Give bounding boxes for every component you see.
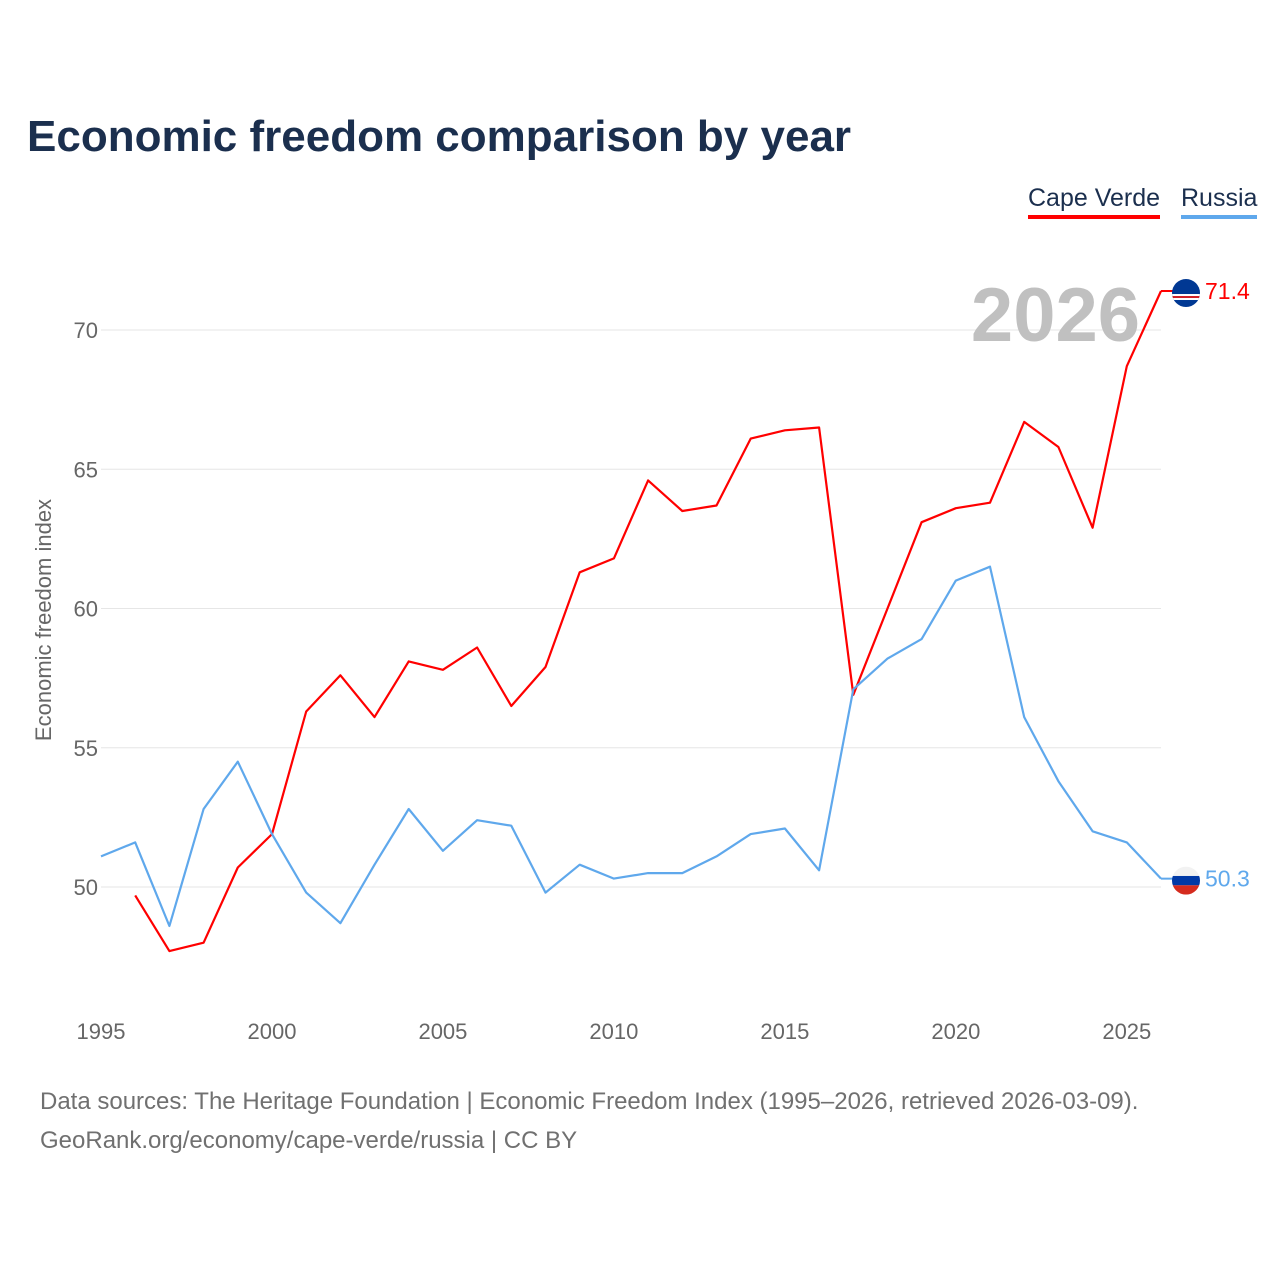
y-tick-label: 65 [74, 457, 98, 482]
cape-verde-flag-icon [1172, 279, 1200, 308]
y-tick-label: 70 [74, 318, 98, 343]
chart-title: Economic freedom comparison by year [27, 112, 852, 161]
series-line-russia [100, 565, 1162, 928]
flag-field [1172, 279, 1200, 308]
x-tick-label: 2025 [1102, 1019, 1151, 1044]
x-tick-label: 1995 [77, 1019, 126, 1044]
y-tick-label: 55 [74, 736, 98, 761]
x-tick-label: 2015 [760, 1019, 809, 1044]
end-value-label: 71.4 [1205, 278, 1250, 304]
x-tick-label: 2005 [418, 1019, 467, 1044]
year-watermark: 2026 [971, 273, 1140, 358]
flag-stripe-white [1172, 866, 1200, 876]
russia-flag-icon [1172, 866, 1200, 895]
y-tick-label: 60 [74, 597, 98, 622]
legend-russia[interactable]: Russia [1181, 184, 1258, 219]
series-line-cape-verde [134, 290, 1163, 953]
flag-stripe-red [1172, 296, 1200, 299]
flag-stripe-blue [1172, 875, 1200, 886]
legend-cape-verde[interactable]: Cape Verde [1028, 184, 1161, 219]
data-sources: Data sources: The Heritage Foundation | … [40, 1088, 1139, 1115]
y-tick-label: 50 [74, 875, 98, 900]
flag-stripe-red [1172, 885, 1200, 895]
end-value-label: 50.3 [1205, 866, 1250, 892]
x-tick-label: 2010 [589, 1019, 638, 1044]
y-axis-label: Economic freedom index [31, 499, 56, 741]
x-tick-label: 2000 [247, 1019, 296, 1044]
source-link[interactable]: GeoRank.org/economy/cape-verde/russia | … [40, 1127, 578, 1154]
x-tick-label: 2020 [931, 1019, 980, 1044]
